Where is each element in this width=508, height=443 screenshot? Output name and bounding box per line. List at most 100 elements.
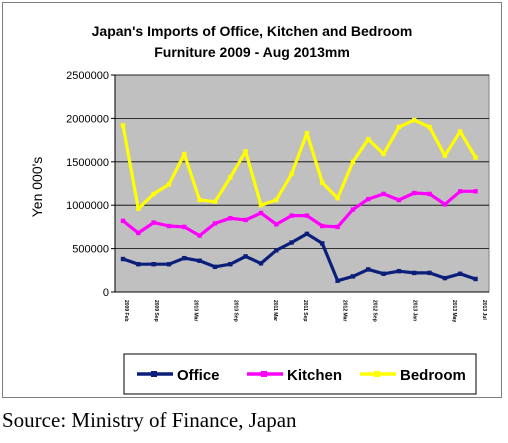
data-point-kitchen: [412, 190, 417, 196]
data-point-kitchen: [350, 207, 356, 212]
data-point-office: [473, 276, 478, 282]
x-tick-label: 2009 Sep: [153, 300, 159, 322]
data-point-office: [304, 231, 310, 237]
y-tick-label: 2500000: [66, 70, 109, 82]
data-point-kitchen: [458, 189, 463, 194]
data-point-bedroom: [120, 123, 126, 128]
data-point-bedroom: [427, 124, 432, 130]
data-point-office: [458, 271, 463, 276]
data-point-office: [151, 262, 156, 267]
data-point-bedroom: [335, 196, 340, 201]
data-point-bedroom: [366, 137, 371, 142]
data-point-kitchen: [166, 223, 172, 229]
data-point-kitchen: [304, 213, 310, 218]
y-tick-label: 0: [103, 287, 109, 299]
data-point-kitchen: [289, 213, 294, 218]
data-point-office: [212, 264, 218, 270]
data-point-office: [274, 248, 279, 253]
data-point-bedroom: [442, 153, 448, 158]
data-point-bedroom: [136, 206, 141, 211]
data-point-bedroom: [258, 203, 264, 208]
data-point-kitchen: [320, 223, 325, 229]
data-point-office: [350, 274, 356, 279]
data-point-office: [197, 258, 202, 263]
data-point-office: [427, 270, 432, 276]
source-note: Source: Ministry of Finance, Japan: [2, 408, 297, 432]
data-point-office: [120, 256, 126, 262]
x-tick-label: 2009 Feb: [123, 300, 129, 321]
data-point-kitchen: [120, 218, 126, 224]
data-point-bedroom: [350, 159, 356, 164]
data-point-kitchen: [274, 222, 279, 227]
data-point-kitchen: [427, 191, 432, 197]
data-point-office: [396, 268, 402, 274]
data-point-kitchen: [381, 191, 386, 197]
y-axis-label: Yen 000's: [29, 157, 45, 218]
data-point-kitchen: [473, 189, 478, 194]
data-point-kitchen: [243, 217, 248, 223]
data-point-office: [412, 270, 417, 276]
data-point-office: [366, 267, 371, 272]
data-point-office: [258, 261, 264, 266]
data-point-office: [335, 278, 340, 283]
data-point-office: [289, 240, 294, 245]
data-point-bedroom: [228, 175, 233, 180]
data-point-kitchen: [228, 216, 233, 221]
data-point-office: [243, 254, 248, 259]
data-point-bedroom: [274, 197, 279, 203]
data-point-office: [320, 241, 325, 246]
data-point-kitchen: [212, 221, 218, 226]
data-point-kitchen: [197, 233, 202, 238]
x-tick-label: 2012 Sep: [372, 300, 378, 322]
x-tick-label: 2013 Jan: [411, 300, 417, 321]
legend: Office Kitchen Bedroom: [123, 353, 477, 395]
plot-area: 0 500000 1000000 1500000 2000000 2500000 2009 …: [66, 70, 490, 322]
legend-label: Kitchen: [287, 367, 342, 384]
legend-label: Office: [177, 367, 220, 384]
data-point-bedroom: [212, 199, 218, 204]
legend-label: Bedroom: [400, 367, 466, 384]
y-tick-label: 1000000: [66, 200, 109, 212]
x-tick-label: 2011 Mar: [272, 300, 278, 321]
data-point-bedroom: [182, 151, 187, 157]
legend-swatch-marker: [374, 371, 380, 377]
x-tick-label: 2013 Jul: [481, 300, 487, 320]
data-point-office: [228, 262, 233, 267]
chart-title-line-1: Japan's Imports of Office, Kitchen and B…: [92, 23, 413, 39]
data-point-office: [442, 275, 448, 281]
data-point-bedroom: [243, 149, 248, 154]
legend-swatch-marker: [151, 371, 157, 377]
data-point-bedroom: [289, 171, 294, 177]
data-point-bedroom: [381, 151, 386, 157]
x-tick-label: 2012 Mar: [342, 300, 348, 321]
x-tick-label: 2011 Sep: [302, 300, 308, 321]
data-point-bedroom: [197, 197, 202, 203]
data-point-kitchen: [182, 224, 187, 230]
data-point-office: [166, 262, 172, 267]
legend-swatch-marker: [261, 371, 267, 377]
data-point-bedroom: [412, 117, 417, 123]
data-point-bedroom: [320, 180, 325, 185]
data-point-kitchen: [366, 196, 371, 202]
data-point-bedroom: [473, 155, 478, 160]
data-point-office: [381, 271, 386, 276]
data-point-office: [136, 262, 141, 267]
data-point-kitchen: [136, 230, 141, 236]
series-line-kitchen: [122, 189, 476, 238]
chart: Japan's Imports of Office, Kitchen and B…: [29, 23, 490, 395]
data-point-bedroom: [304, 130, 310, 136]
data-point-kitchen: [335, 224, 340, 230]
data-point-bedroom: [396, 124, 402, 130]
data-point-kitchen: [151, 220, 156, 225]
x-tick-label: 2013 May: [451, 300, 457, 322]
data-point-office: [182, 255, 187, 261]
y-tick-label: 2000000: [66, 113, 109, 125]
data-point-bedroom: [166, 182, 172, 187]
series-line-office: [122, 232, 477, 283]
x-tick-label: 2010 Sep: [232, 300, 238, 322]
x-tick-label: 2010 Mar: [193, 300, 199, 321]
data-point-bedroom: [151, 191, 156, 197]
data-point-kitchen: [258, 210, 264, 216]
data-point-kitchen: [442, 202, 448, 207]
legend-box: [123, 353, 477, 395]
